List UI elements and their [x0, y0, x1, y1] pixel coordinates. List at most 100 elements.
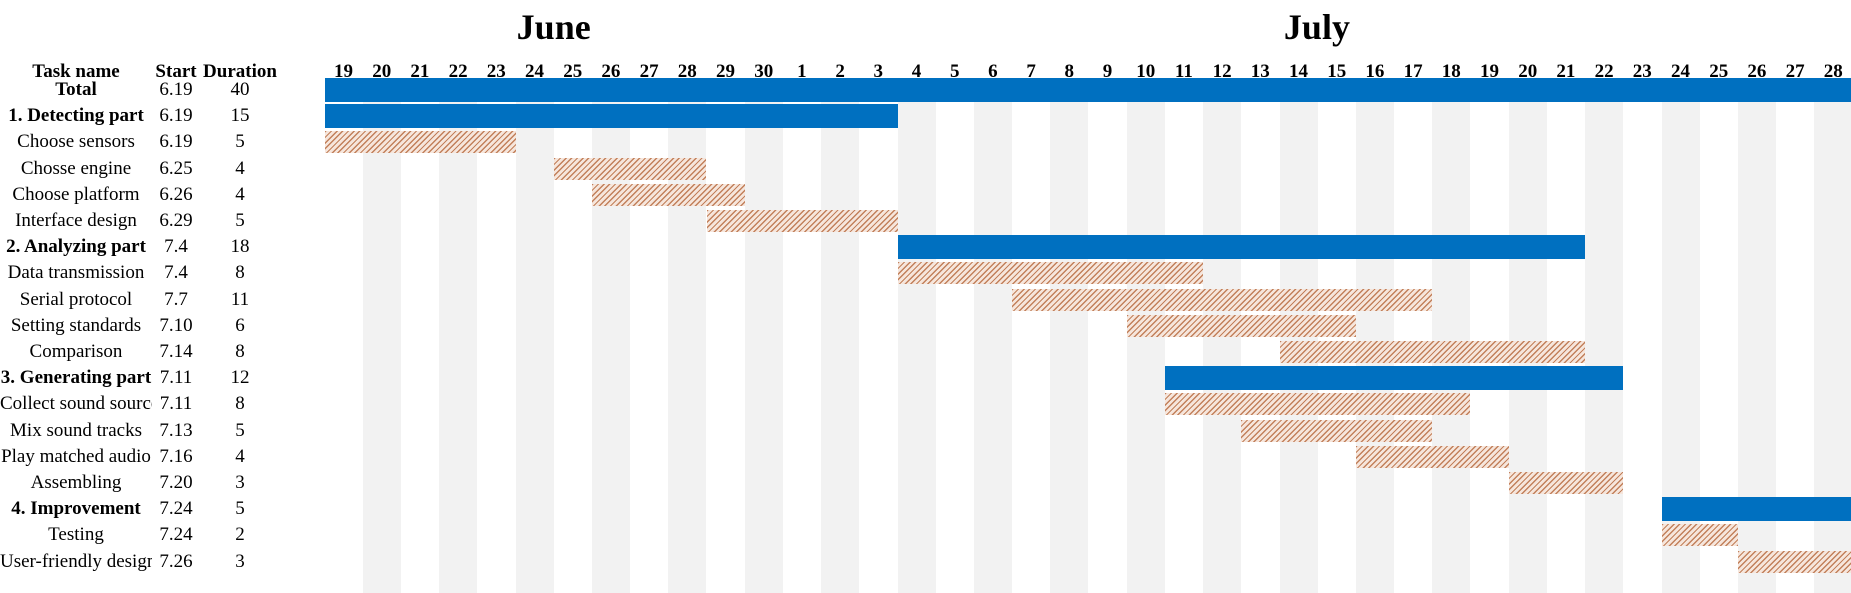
- task-bar-8: [1012, 288, 1433, 311]
- day-header: 8: [1064, 61, 1075, 82]
- day-header: 1: [797, 61, 807, 82]
- day-header: 30: [754, 61, 774, 82]
- summary-bar-11: [1164, 366, 1624, 391]
- task-duration: 5: [235, 131, 245, 153]
- day-header: 19: [1480, 61, 1499, 82]
- day-header: 22: [1594, 61, 1614, 82]
- task-bar-5: [706, 210, 898, 232]
- task-bar-7: [897, 262, 1204, 285]
- shaded-day-column: [515, 90, 554, 593]
- day-header: 21: [1556, 61, 1576, 82]
- day-header: 16: [1365, 61, 1385, 82]
- task-duration: 2: [235, 524, 245, 546]
- task-duration: 4: [235, 183, 245, 205]
- day-header: 27: [1785, 61, 1805, 82]
- summary-bar-16: [1661, 497, 1851, 522]
- summary-bar-6: [897, 235, 1586, 260]
- task-start: 6.19: [159, 79, 193, 100]
- day-header: 17: [1403, 61, 1423, 82]
- task-start: 6.19: [159, 105, 193, 127]
- task-name: Assembling: [30, 472, 122, 493]
- task-duration: 4: [235, 157, 245, 179]
- task-name: Interface design: [15, 210, 137, 231]
- task-start: 6.25: [159, 157, 193, 179]
- task-start: 7.4: [164, 262, 188, 284]
- task-bar-12: [1164, 393, 1471, 416]
- day-header: 14: [1289, 61, 1308, 82]
- task-duration: 12: [230, 367, 250, 389]
- day-header: 15: [1327, 61, 1347, 82]
- task-duration: 11: [230, 288, 250, 310]
- header-task-name: Task name: [32, 61, 120, 82]
- task-bar-9: [1126, 314, 1356, 337]
- task-start: 7.26: [159, 550, 193, 572]
- task-duration: 18: [230, 236, 250, 258]
- shaded-day-column: [1203, 90, 1242, 593]
- task-duration: 3: [235, 550, 245, 572]
- day-header: 6: [988, 61, 998, 82]
- shaded-day-column: [1126, 90, 1165, 593]
- task-name: Mix sound tracks: [10, 419, 142, 441]
- task-bar-14: [1355, 445, 1509, 468]
- day-header: 25: [1709, 61, 1729, 82]
- task-name: 3. Generating part: [0, 367, 152, 389]
- day-header: 12: [1212, 61, 1232, 82]
- task-start: 6.26: [159, 183, 193, 205]
- task-name: Setting standards: [10, 314, 142, 336]
- shaded-day-column: [1585, 90, 1624, 593]
- day-header: 20: [372, 61, 392, 82]
- task-bar-18: [1737, 550, 1851, 573]
- task-start: 7.20: [159, 472, 193, 493]
- task-start: 7.24: [159, 524, 193, 546]
- day-header: 10: [1136, 61, 1156, 82]
- day-header: 24: [1671, 61, 1690, 82]
- task-start: 6.19: [159, 131, 193, 153]
- task-name: Serial protocol: [19, 288, 133, 310]
- day-header: 5: [949, 61, 960, 82]
- task-name: Testing: [48, 524, 104, 546]
- day-header: 25: [563, 61, 583, 82]
- task-bar-13: [1241, 419, 1433, 442]
- task-duration: 4: [235, 445, 245, 467]
- header-duration: Duration: [203, 61, 277, 82]
- task-bar-15: [1508, 472, 1624, 494]
- day-header: 9: [1102, 61, 1113, 82]
- shaded-day-column: [439, 90, 478, 593]
- task-bar-3: [553, 157, 707, 180]
- day-header: 22: [448, 61, 468, 82]
- day-header: 2: [835, 61, 845, 82]
- shaded-day-column: [973, 90, 1013, 593]
- task-start: 7.11: [159, 367, 193, 389]
- shaded-day-column: [362, 90, 401, 593]
- task-duration: 8: [235, 262, 245, 284]
- shaded-day-column: [821, 90, 860, 593]
- day-header: 4: [911, 61, 922, 82]
- day-header: 20: [1518, 61, 1538, 82]
- day-header: 27: [639, 61, 659, 82]
- day-header: 13: [1250, 61, 1270, 82]
- day-header: 7: [1026, 61, 1036, 82]
- task-name: Data transmission: [7, 262, 145, 284]
- task-name: 4. Improvement: [11, 498, 141, 520]
- task-duration: 6: [235, 314, 245, 336]
- task-name: 2. Analyzing part: [6, 236, 146, 258]
- task-bar-17: [1661, 524, 1738, 547]
- task-duration: 8: [235, 393, 245, 415]
- task-duration: 15: [230, 105, 250, 127]
- task-duration: 5: [235, 419, 245, 441]
- task-name: User-friendly design: [0, 550, 152, 572]
- task-duration: 5: [235, 498, 245, 520]
- task-name: Total: [55, 79, 97, 100]
- day-header: 26: [1747, 61, 1767, 82]
- task-start: 7.13: [159, 419, 193, 441]
- task-duration: 5: [235, 210, 245, 231]
- month-label-june: June: [516, 7, 591, 47]
- day-header: 3: [873, 61, 884, 82]
- task-start: 7.16: [159, 445, 193, 467]
- task-start: 7.11: [159, 393, 193, 415]
- task-name: Play matched audio: [1, 445, 151, 467]
- shaded-day-column: [744, 90, 783, 593]
- day-header: 23: [1632, 61, 1652, 82]
- month-label-july: July: [1283, 7, 1350, 47]
